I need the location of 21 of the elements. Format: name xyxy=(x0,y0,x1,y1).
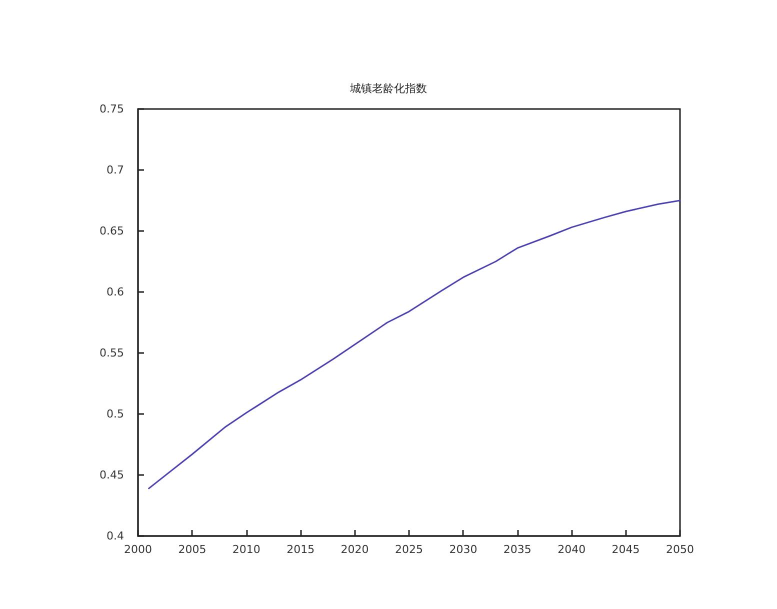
x-tick-label: 2000 xyxy=(124,543,152,556)
x-tick-label: 2025 xyxy=(395,543,423,556)
x-tick-label: 2035 xyxy=(503,543,532,556)
y-tick-label: 0.5 xyxy=(106,408,124,420)
x-tick-label: 2010 xyxy=(232,543,260,556)
y-tick-label: 0.6 xyxy=(106,286,124,298)
y-tick-label: 0.4 xyxy=(106,530,124,542)
y-tick-label: 0.75 xyxy=(100,102,124,116)
x-tick-label: 2040 xyxy=(558,543,586,556)
chart-title: 城镇老龄化指数 xyxy=(349,82,427,95)
x-tick-label: 2050 xyxy=(666,543,694,556)
line-series xyxy=(148,200,681,490)
x-tick-label: 2005 xyxy=(178,543,206,556)
y-tick-label: 0.65 xyxy=(100,224,124,238)
x-tick-label: 2030 xyxy=(449,543,478,556)
y-tick-label: 0.55 xyxy=(100,346,124,360)
x-tick-label: 2045 xyxy=(612,543,640,556)
y-tick-label: 0.45 xyxy=(100,468,124,482)
x-tick-label: 2015 xyxy=(286,543,315,556)
y-tick-label: 0.7 xyxy=(106,164,124,176)
x-tick-label: 2020 xyxy=(340,543,369,556)
